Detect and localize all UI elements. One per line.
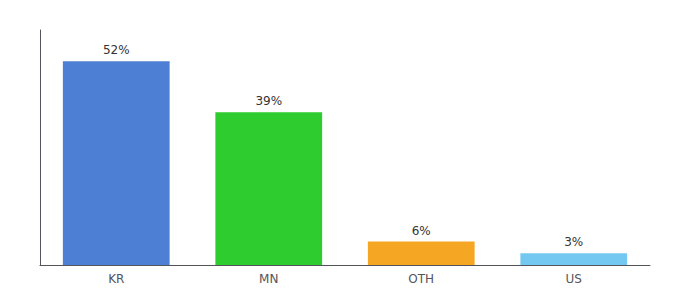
svg-text:52%: 52%	[103, 43, 130, 57]
svg-text:6%: 6%	[412, 224, 431, 238]
svg-text:OTH: OTH	[408, 272, 434, 286]
svg-text:MN: MN	[259, 272, 278, 286]
svg-text:39%: 39%	[255, 94, 282, 108]
svg-text:3%: 3%	[564, 235, 583, 249]
svg-text:US: US	[566, 272, 582, 286]
svg-text:KR: KR	[108, 272, 124, 286]
